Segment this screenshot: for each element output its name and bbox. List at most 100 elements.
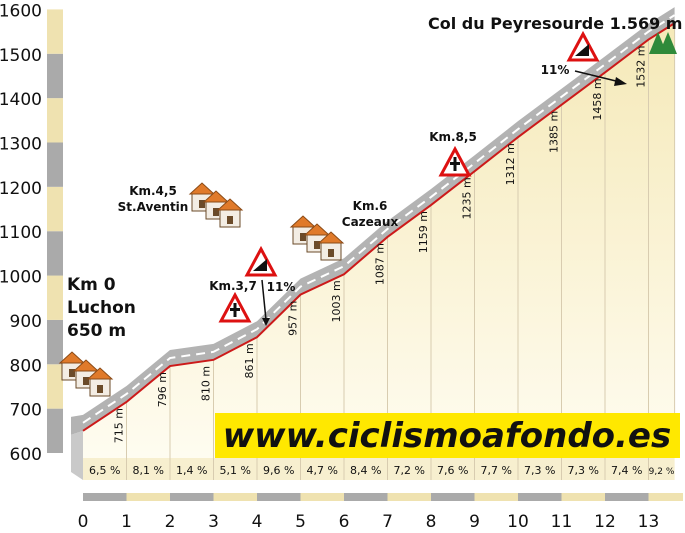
house-door — [227, 216, 233, 224]
gradient-label: 8,1 % — [133, 464, 164, 477]
gradient-label: 7,2 % — [394, 464, 425, 477]
y-axis: 600 700 800 900 1000 1100 1200 1300 1400 1500 1600 — [0, 1, 63, 465]
house-roof — [72, 359, 100, 372]
y-tick-label: 900 — [10, 312, 42, 332]
place-label: Km.4,5 — [129, 184, 177, 198]
gradient-label: 7,7 % — [481, 464, 512, 477]
y-tick-label: 1500 — [0, 46, 42, 66]
start-label: Km 0 — [67, 275, 116, 295]
gradient-strip-bg — [83, 458, 675, 480]
x-axis-segment — [474, 493, 518, 501]
altitude-label: 1087 m — [374, 243, 387, 285]
altitude-label: 957 m — [287, 301, 300, 336]
altitude-label: 1235 m — [461, 177, 474, 219]
altitude-label: 861 m — [243, 343, 256, 378]
x-tick-label: 3 — [208, 512, 219, 532]
y-axis-segment — [47, 53, 63, 99]
y-tick-label: 1600 — [0, 1, 42, 21]
x-tick-label: 4 — [252, 512, 263, 532]
house-door — [83, 377, 89, 385]
x-tick-label: 7 — [382, 512, 393, 532]
x-axis-segment — [561, 493, 605, 501]
altitude-label: 1532 m — [635, 46, 648, 88]
house-roof — [58, 351, 86, 364]
x-axis-segment — [300, 493, 344, 501]
house-door — [314, 241, 320, 249]
x-tick-label: 11 — [551, 512, 573, 532]
house-door — [328, 249, 334, 257]
gradient-label: 7,3 % — [524, 464, 555, 477]
y-axis-segment — [47, 275, 63, 320]
steep-arrow-line — [574, 70, 621, 83]
village-icon — [58, 351, 114, 397]
x-axis-segment — [605, 493, 649, 501]
sign-triangle — [244, 245, 278, 277]
x-tick-label: 2 — [165, 512, 176, 532]
y-tick-label: 800 — [10, 356, 42, 376]
steep-arrow-line — [261, 279, 267, 321]
sign-slope — [253, 259, 267, 271]
y-tick-label: 1100 — [0, 223, 42, 243]
x-tick-label: 8 — [426, 512, 437, 532]
altitude-label: 1458 m — [591, 78, 604, 120]
house-roof — [317, 231, 345, 244]
altitude-labels: 715 m 796 m 810 m 861 m 957 m 1003 m 1087 m 115… — [113, 46, 648, 444]
profile-line — [82, 22, 676, 432]
altitude-label: 715 m — [113, 408, 126, 443]
gradient-label: 6,5 % — [89, 464, 120, 477]
x-axis-segment — [344, 493, 388, 501]
house-roof — [303, 223, 331, 236]
y-tick-label: 700 — [10, 401, 42, 421]
gradient-label: 1,4 % — [176, 464, 207, 477]
steep-label: 11% — [267, 280, 296, 294]
altitude-label: 1159 m — [417, 211, 430, 253]
place-label: Km.6 — [353, 199, 388, 213]
gradient-label: 7,6 % — [437, 464, 468, 477]
house-roof — [188, 182, 216, 195]
y-tick-label: 1400 — [0, 90, 42, 110]
profile-fill — [83, 23, 675, 480]
village-icon — [289, 215, 345, 261]
website-text: www.ciclismoafondo.es — [223, 416, 671, 456]
junction-label: Km.8,5 — [429, 130, 477, 144]
sign-cross-h — [230, 308, 240, 311]
house-roof — [86, 367, 114, 380]
junction-sign-icon — [438, 145, 472, 177]
x-axis-segment — [387, 493, 431, 501]
gradient-label: 7,4 % — [611, 464, 642, 477]
y-tick-label: 1200 — [0, 179, 42, 199]
y-axis-segment — [47, 9, 63, 54]
house-roof — [216, 198, 244, 211]
x-axis-segment — [257, 493, 301, 501]
x-axis-segment — [431, 493, 475, 501]
altitude-label: 1312 m — [504, 143, 517, 185]
place-label: St.Aventin — [118, 200, 189, 214]
sign-cross-h — [450, 162, 460, 165]
gradient-label: 9,6 % — [263, 464, 294, 477]
y-tick-label: 1300 — [0, 134, 42, 154]
y-axis-segment — [47, 364, 63, 409]
x-axis-segment — [213, 493, 257, 501]
y-tick-label: 1000 — [0, 268, 42, 288]
steep-arrow-head — [262, 318, 270, 326]
altitude-label: 1003 m — [330, 280, 343, 322]
gradient-label: 4,7 % — [307, 464, 338, 477]
start-label: Luchon — [67, 298, 136, 318]
x-axis-segment — [518, 493, 562, 501]
x-axis: 0 1 2 3 4 5 6 7 8 9 10 11 12 13 — [78, 493, 683, 532]
steep-label: 11% — [541, 63, 570, 77]
house-door — [69, 369, 75, 377]
gradient-label: 7,3 % — [568, 464, 599, 477]
y-tick-label: 600 — [10, 445, 42, 465]
x-axis-segment — [126, 493, 170, 501]
x-tick-label: 10 — [507, 512, 529, 532]
tree-icon — [659, 32, 677, 54]
x-tick-label: 9 — [469, 512, 480, 532]
x-tick-label: 0 — [78, 512, 89, 532]
junction-sign-icon — [218, 291, 252, 323]
x-axis-segment — [170, 493, 214, 501]
steep-arrow-head — [614, 77, 627, 86]
altitude-label: 796 m — [156, 372, 169, 407]
steep-slope-sign-icon — [566, 30, 600, 62]
